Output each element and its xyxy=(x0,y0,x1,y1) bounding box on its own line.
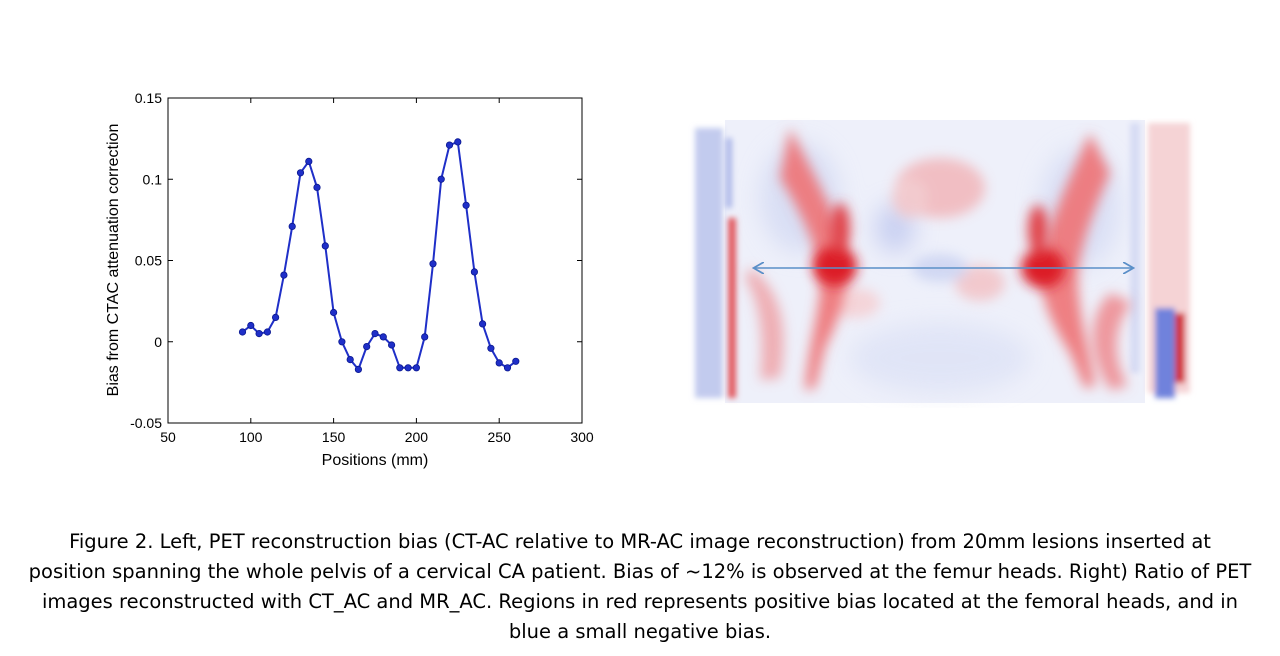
figure-caption: Figure 2. Left, PET reconstruction bias … xyxy=(0,527,1280,647)
data-point xyxy=(412,364,420,372)
data-point xyxy=(404,364,412,372)
data-point xyxy=(329,308,338,317)
x-tick-label: 150 xyxy=(322,429,346,445)
caption-line: position spanning the whole pelvis of a … xyxy=(28,560,1252,583)
y-axis-label: Bias from CTAC attenuation correction xyxy=(105,124,122,397)
series-line xyxy=(241,140,517,372)
plot-area xyxy=(167,97,583,424)
y-tick-label: 0.05 xyxy=(135,253,162,269)
data-point xyxy=(354,365,362,373)
data-point xyxy=(288,222,296,230)
data-point xyxy=(478,320,487,328)
y-tick-label: -0.05 xyxy=(130,415,162,431)
data-point xyxy=(454,138,462,146)
caption-line: images reconstructed with CT_AC and MR_A… xyxy=(41,590,1239,613)
data-point xyxy=(296,169,305,177)
x-tick-label: 300 xyxy=(570,429,594,445)
data-point xyxy=(387,341,396,349)
y-tick-label: 0 xyxy=(154,334,162,350)
data-point xyxy=(396,364,404,372)
x-tick-label: 50 xyxy=(160,429,176,445)
data-point xyxy=(247,321,255,330)
data-point xyxy=(305,157,313,165)
data-point xyxy=(470,268,478,276)
bias-ratio-heatmap-image xyxy=(695,120,1190,403)
caption-line: blue a small negative bias. xyxy=(508,620,772,643)
series-line-group xyxy=(241,140,517,372)
caption-line: Figure 2. Left, PET reconstruction bias … xyxy=(69,530,1211,553)
data-point xyxy=(363,342,371,351)
data-point xyxy=(512,357,520,365)
bias-line-chart: 50 100 150 200 250 300 -0.05 0 0.05 0.1 0.15 Posit… xyxy=(105,90,594,469)
data-point xyxy=(255,329,263,338)
x-axis-label: Positions (mm) xyxy=(322,452,429,469)
series-points-group xyxy=(238,138,520,373)
data-point xyxy=(379,333,387,341)
data-point xyxy=(371,329,379,338)
x-tick-label: 200 xyxy=(405,429,429,445)
data-point xyxy=(495,359,503,367)
x-tick-label: 100 xyxy=(239,429,263,445)
data-point xyxy=(238,328,247,336)
axis-ticks: 50 100 150 200 250 300 -0.05 0 0.05 0.1 0.15 xyxy=(130,90,594,445)
data-point xyxy=(421,333,429,341)
y-tick-label: 0.15 xyxy=(135,90,162,106)
data-point xyxy=(462,201,470,209)
data-point xyxy=(271,313,280,321)
data-point xyxy=(321,242,329,250)
data-point xyxy=(280,271,288,279)
data-point xyxy=(437,175,445,183)
data-point xyxy=(429,260,437,268)
x-tick-label: 250 xyxy=(488,429,512,445)
data-point xyxy=(503,364,512,372)
data-point xyxy=(338,338,346,346)
y-tick-label: 0.1 xyxy=(143,171,163,187)
data-point xyxy=(263,328,271,336)
data-point xyxy=(346,355,354,364)
data-point xyxy=(487,344,495,352)
data-point xyxy=(313,183,321,191)
data-point xyxy=(445,141,454,149)
